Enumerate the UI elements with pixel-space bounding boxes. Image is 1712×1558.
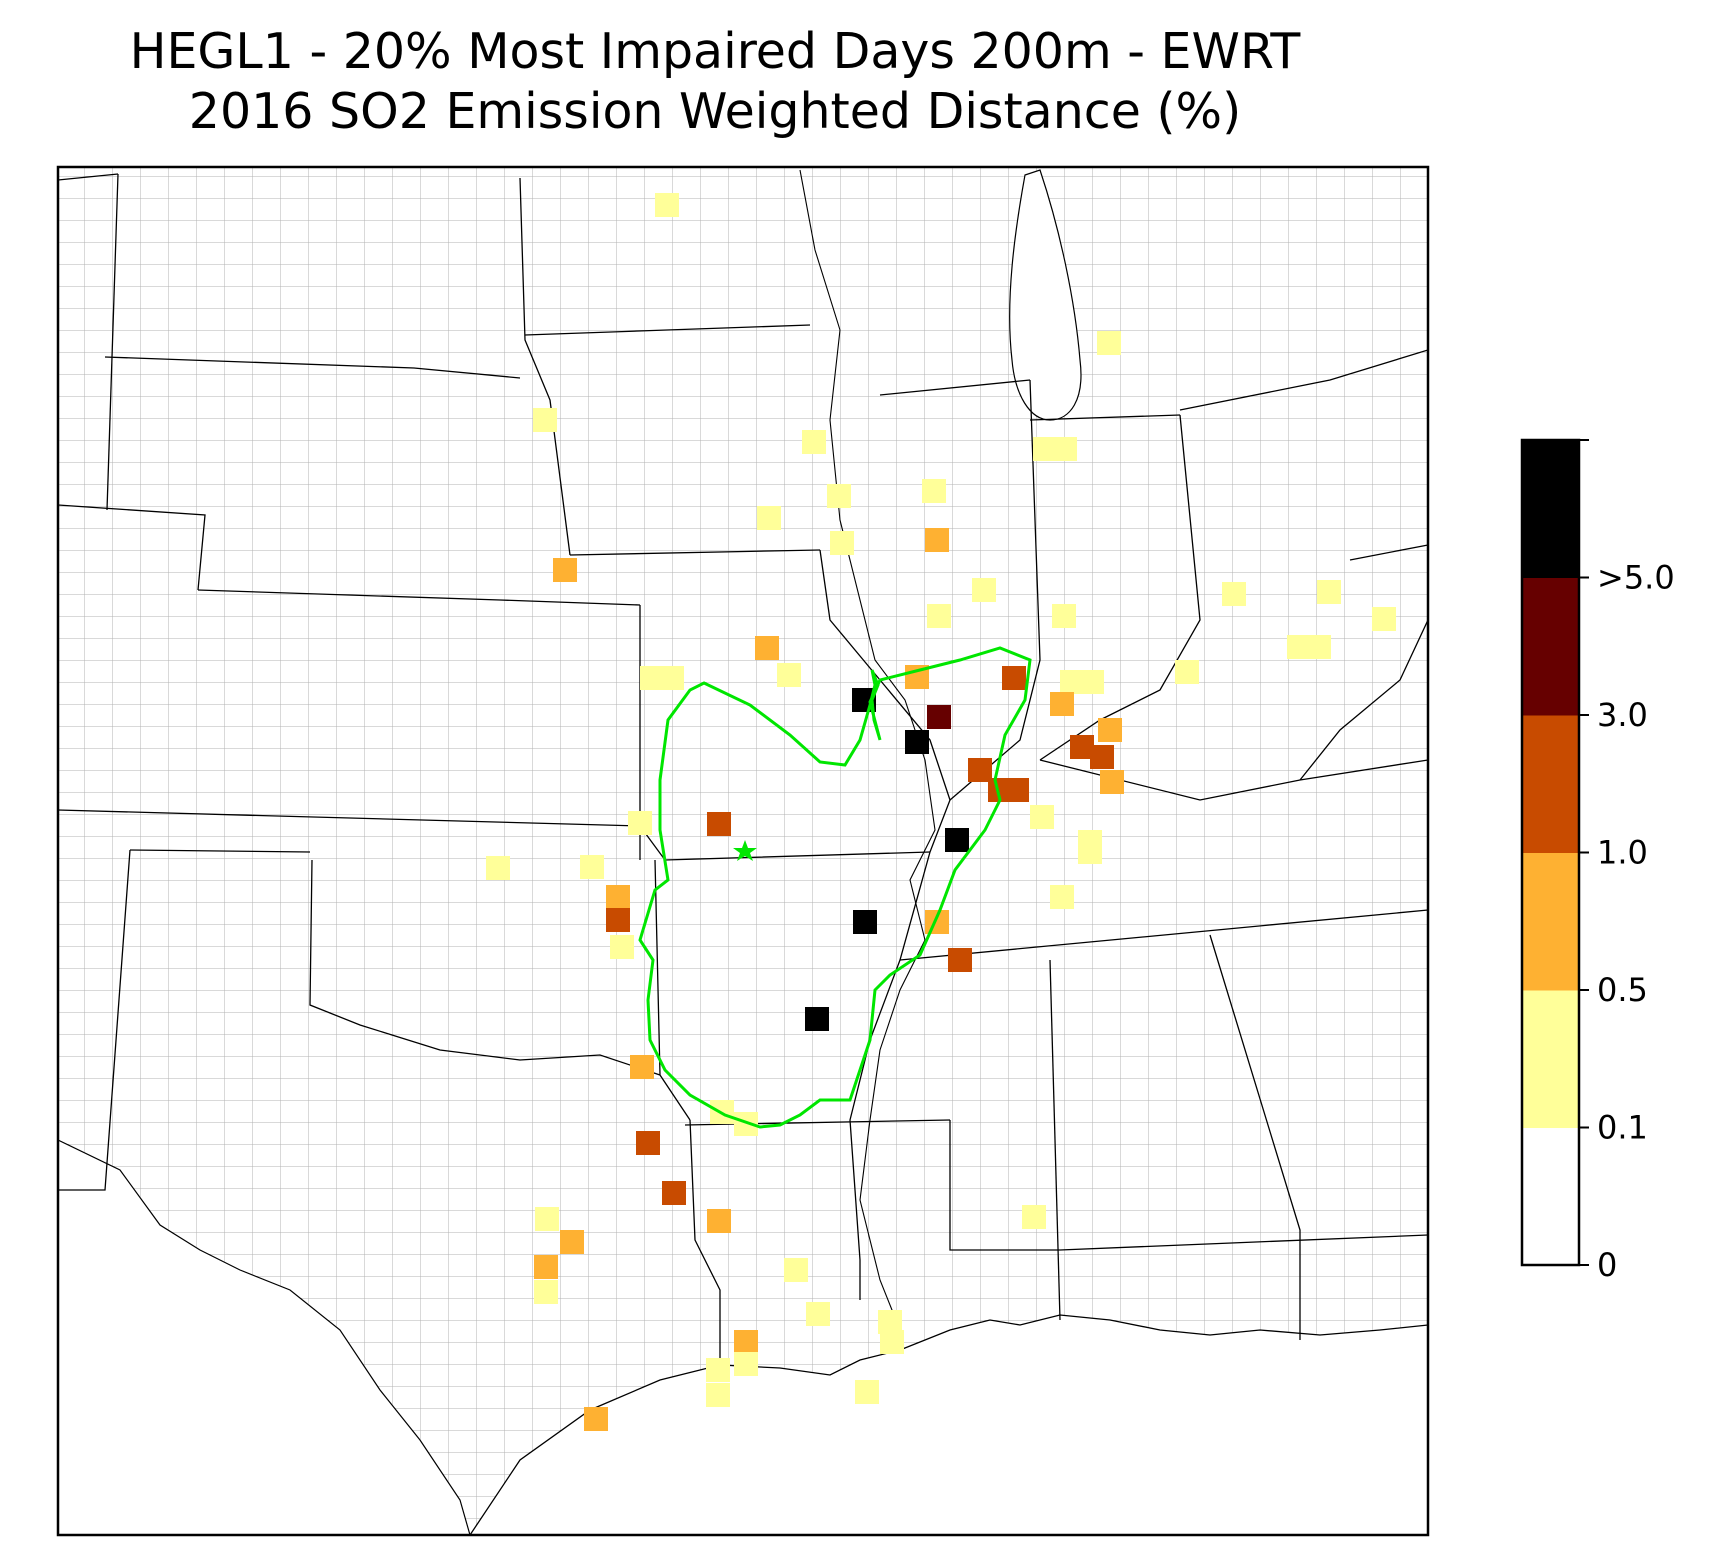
- emission-cell: [1078, 830, 1102, 854]
- receptor-site-star-icon: [733, 840, 757, 861]
- emission-cell: [553, 558, 577, 582]
- map-title: HEGL1 - 20% Most Impaired Days 200m - EW…: [0, 22, 1430, 142]
- emission-cell: [922, 479, 946, 503]
- emission-cell: [534, 1280, 558, 1304]
- colorbar-tick-label: 0: [1597, 1246, 1617, 1284]
- emission-cell: [972, 578, 996, 602]
- emission-cell: [880, 1330, 904, 1354]
- emission-cells: [486, 193, 1396, 1431]
- emission-cell: [945, 828, 969, 852]
- emission-cell: [1098, 718, 1122, 742]
- emission-cell: [606, 908, 630, 932]
- emission-cell: [655, 193, 679, 217]
- emission-cell: [486, 856, 510, 880]
- colorbar-bin: [1522, 852, 1579, 991]
- emission-cell: [927, 604, 951, 628]
- colorbar-bin: [1522, 440, 1579, 578]
- emission-cell: [1080, 670, 1104, 694]
- emission-cell: [805, 1007, 829, 1031]
- emission-cell: [660, 666, 684, 690]
- colorbar-tick-label: 3.0: [1597, 696, 1648, 734]
- emission-cell: [1100, 770, 1124, 794]
- colorbar-tick-label: >5.0: [1597, 559, 1675, 597]
- emission-cell: [1052, 604, 1076, 628]
- emission-cell: [610, 935, 634, 959]
- emission-cell: [1222, 582, 1246, 606]
- colorbar-bin: [1522, 577, 1579, 716]
- colorbar-bin: [1522, 715, 1579, 853]
- emission-cell: [1053, 437, 1077, 461]
- emission-cell: [755, 636, 779, 660]
- mexico-area: [58, 1139, 471, 1535]
- emission-cell: [707, 812, 731, 836]
- emission-cell: [630, 1055, 654, 1079]
- emission-cell: [855, 1380, 879, 1404]
- map-panel: [56, 165, 1430, 1537]
- colorbar-tick-label: 1.0: [1597, 834, 1648, 872]
- emission-cell: [734, 1330, 758, 1354]
- emission-cell: [1002, 666, 1026, 690]
- colorbar-tick-label: 0.1: [1597, 1109, 1648, 1147]
- emission-cell: [925, 528, 949, 552]
- title-line-1: HEGL1 - 20% Most Impaired Days 200m - EW…: [129, 23, 1301, 80]
- lake-michigan: [1009, 169, 1082, 421]
- emission-cell: [580, 855, 604, 879]
- emission-cell: [1022, 1205, 1046, 1229]
- colorbar: 0 0.1 0.5 1.0 3.0 >5.0: [1520, 438, 1675, 1284]
- emission-cell: [1097, 331, 1121, 355]
- emission-cell: [535, 1207, 559, 1231]
- emission-cell: [628, 811, 652, 835]
- emission-cell: [827, 484, 851, 508]
- emission-cell: [707, 1209, 731, 1233]
- emission-cell: [1005, 778, 1029, 802]
- colorbar-bin: [1522, 990, 1579, 1128]
- emission-cell: [802, 430, 826, 454]
- emission-cell: [534, 1255, 558, 1279]
- emission-cell: [1090, 745, 1114, 769]
- emission-cell: [1317, 580, 1341, 604]
- emission-cell: [533, 408, 557, 432]
- emission-cell: [784, 1258, 808, 1282]
- emission-cell: [1372, 607, 1396, 631]
- emission-cell: [853, 910, 877, 934]
- emission-cell: [777, 663, 801, 687]
- emission-cell: [662, 1181, 686, 1205]
- title-line-2: 2016 SO2 Emission Weighted Distance (%): [188, 83, 1242, 140]
- emission-cell: [1030, 805, 1054, 829]
- emission-cell: [734, 1352, 758, 1376]
- emission-cell: [1050, 692, 1074, 716]
- emission-cell: [706, 1383, 730, 1407]
- emission-cell: [706, 1358, 730, 1382]
- emission-cell: [606, 885, 630, 909]
- emission-cell: [757, 506, 781, 530]
- emission-cell: [1307, 635, 1331, 659]
- colorbar-tick-label: 0.5: [1597, 971, 1648, 1009]
- trajectory-contour: [638, 646, 1032, 1129]
- emission-cell: [927, 705, 951, 729]
- emission-cell: [806, 1302, 830, 1326]
- emission-cell: [636, 1131, 660, 1155]
- emission-cell: [560, 1230, 584, 1254]
- emission-cell: [948, 948, 972, 972]
- emission-cell: [1175, 660, 1199, 684]
- emission-cell: [584, 1407, 608, 1431]
- emission-cell: [1050, 885, 1074, 909]
- colorbar-bin: [1522, 1127, 1579, 1266]
- emission-cell: [905, 730, 929, 754]
- mississippi-river: [799, 169, 936, 1331]
- emission-cell: [830, 531, 854, 555]
